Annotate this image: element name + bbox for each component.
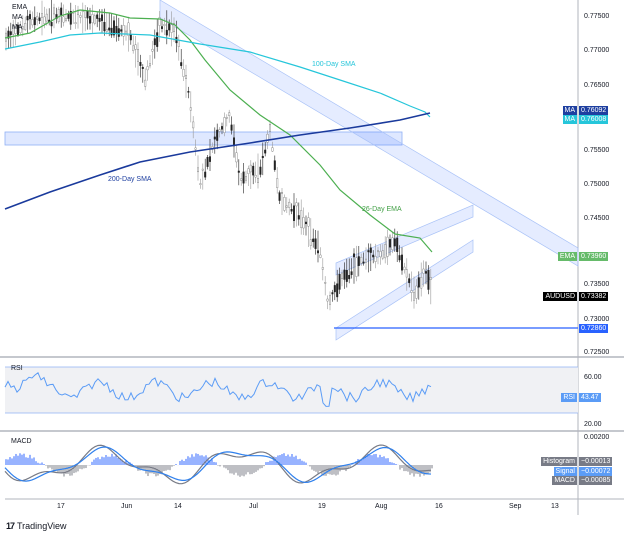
price-label-value: 0.76092 [579,106,609,115]
legend-ema: EMA [12,4,28,11]
signal-line [4,446,432,483]
time-tick: 13 [551,503,559,510]
time-tick: Aug [375,503,388,510]
price-label-value: −0.00013 [579,457,613,466]
time-tick: Jun [121,503,133,510]
time-tick: 17 [57,503,65,510]
downtrend-channel [159,0,579,267]
price-label-value: 0.73382 [579,292,609,301]
200-day-sma-line [4,112,431,210]
time-tick: 19 [318,503,326,510]
price-tick: 0.76500 [584,82,610,89]
price-tick: 0.72500 [584,349,610,356]
price-label-name: AUDUSD [543,292,577,301]
tradingview-logo-icon: 17 [6,521,15,531]
price-label-value: 0.76008 [579,115,609,124]
100-day-sma-line [4,32,431,118]
price-label-value: −0.00085 [579,476,613,485]
price-label-name: RSI [561,393,577,402]
price-label-name: MA [562,115,577,124]
macd-pane-title: MACD [11,438,32,445]
time-tick: 14 [174,503,182,510]
rsi-pane-title: RSI [11,365,23,372]
price-label-name: MA [562,106,577,115]
legend-ma-1: MA [12,14,23,21]
price-label-value: −0.00072 [579,467,613,476]
annotation-200-day-sma: 200-Day SMA [108,176,152,183]
price-label-name: Signal [553,467,577,476]
price-tick: 0.74500 [584,215,610,222]
price-label-value: 43.47 [579,393,601,402]
price-label-value: 0.72860 [579,324,609,333]
resistance-zone [4,131,403,146]
price-tick: 0.73000 [584,316,610,323]
price-label-name: Histogram [541,457,577,466]
time-tick: 16 [435,503,443,510]
annotation-26-day-ema: 26-Day EMA [362,206,402,213]
price-label-name: EMA [557,252,577,261]
indicator-tick: 60.00 [584,374,602,381]
rising-channel-lower [335,239,474,341]
price-tick: 0.77000 [584,47,610,54]
price-label-name: MACD [552,476,577,485]
annotation-100-day-sma: 100-Day SMA [312,61,356,68]
macd-line [4,444,432,485]
tradingview-brand[interactable]: 17 TradingView [6,521,67,531]
indicator-tick: 20.00 [584,421,602,428]
brand-name: TradingView [17,521,67,531]
price-tick: 0.75000 [584,181,610,188]
price-label-value: 0.73960 [579,252,609,261]
price-tick: 0.77500 [584,13,610,20]
price-tick: 0.73500 [584,281,610,288]
price-tick: 0.75500 [584,147,610,154]
26-day-ema-line [4,9,433,253]
rising-channel-upper [335,204,474,276]
time-tick: Sep [509,503,522,510]
legend-ma-2: MA [12,24,23,31]
indicator-tick: 0.00200 [584,434,610,441]
time-tick: Jul [249,503,258,510]
rsi-line [4,372,432,407]
